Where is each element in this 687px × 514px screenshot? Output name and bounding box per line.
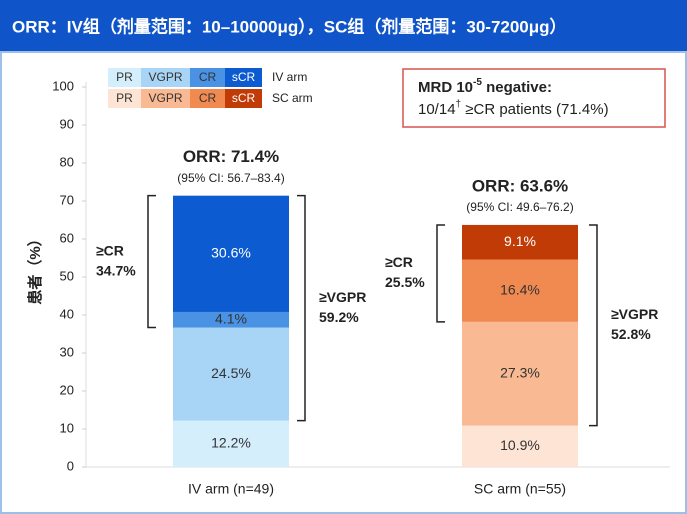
legend-swatch: [190, 68, 225, 87]
bracket: [436, 224, 445, 323]
cr-value: 25.5%: [385, 274, 425, 290]
vgpr-value: 52.8%: [611, 326, 651, 342]
mrd-sup: -5: [473, 77, 482, 88]
legend-swatch: [190, 89, 225, 108]
y-tick-label: 60: [60, 230, 74, 245]
bar-segment: [173, 311, 289, 328]
legend-label: PR: [116, 70, 133, 84]
cr-value: 34.7%: [96, 262, 136, 278]
bar-segment: [462, 321, 578, 426]
bracket: [297, 194, 306, 422]
mrd-line1: MRD 10-5 negative:: [418, 77, 552, 96]
bar-segment: [462, 224, 578, 260]
value-label: 30.6%: [211, 245, 251, 261]
y-tick-label: 100: [52, 78, 74, 93]
chart-title: ORR：IV组（剂量范围：10–10000μg），SC组（剂量范围：30-720…: [12, 16, 567, 36]
y-tick-label: 90: [60, 116, 74, 131]
cr-label: ≥CR: [385, 254, 413, 270]
value-label: 24.5%: [211, 365, 251, 381]
legend-label: VGPR: [148, 70, 182, 84]
mrd-text: 10/14: [418, 101, 456, 118]
legend-label: CR: [199, 70, 217, 84]
ci-label: (95% CI: 56.7–83.4): [177, 171, 284, 185]
vgpr-label: ≥VGPR: [319, 289, 366, 305]
legend-label: sCR: [232, 70, 256, 84]
x-tick-label: IV arm (n=49): [188, 481, 274, 497]
y-tick-label: 0: [67, 458, 74, 473]
frame: [0, 51, 687, 514]
legend-swatch: [225, 68, 262, 87]
legend-label: sCR: [232, 91, 256, 105]
y-tick-label: 70: [60, 192, 74, 207]
mrd-box: [402, 68, 666, 128]
legend-swatch: [141, 89, 190, 108]
legend-swatch: [141, 68, 190, 87]
mrd-text: negative:: [482, 79, 552, 96]
legend-label: PR: [116, 91, 133, 105]
y-axis-label: 患者（%）: [26, 231, 44, 304]
ci-label: (95% CI: 49.6–76.2): [466, 200, 573, 214]
mrd-text: MRD 10: [418, 79, 473, 96]
value-label: 4.1%: [215, 310, 247, 326]
value-label: 12.2%: [211, 435, 251, 451]
legend-swatch: [108, 89, 141, 108]
header-bar: [0, 0, 687, 52]
y-tick-label: 50: [60, 268, 74, 283]
cr-label: ≥CR: [96, 242, 124, 258]
value-label: 16.4%: [500, 281, 540, 297]
bar-segment: [173, 195, 289, 312]
legend-arm: IV arm: [272, 70, 307, 84]
y-tick-label: 30: [60, 344, 74, 359]
orr-label: ORR: 71.4%: [183, 147, 279, 166]
bracket: [589, 224, 598, 427]
y-tick-label: 40: [60, 306, 74, 321]
legend-label: VGPR: [148, 91, 182, 105]
vgpr-label: ≥VGPR: [611, 306, 658, 322]
x-tick-label: SC arm (n=55): [474, 481, 566, 497]
y-tick-label: 10: [60, 420, 74, 435]
bar-segment: [173, 327, 289, 421]
mrd-text: ≥CR patients (71.4%): [461, 101, 608, 118]
mrd-line2: 10/14† ≥CR patients (71.4%): [418, 99, 609, 118]
legend-swatch: [225, 89, 262, 108]
y-tick-label: 20: [60, 382, 74, 397]
legend-swatch: [108, 68, 141, 87]
value-label: 27.3%: [500, 364, 540, 380]
mrd-sup: †: [456, 99, 462, 110]
value-label: 9.1%: [504, 233, 536, 249]
y-tick-label: 80: [60, 154, 74, 169]
bracket: [147, 194, 156, 329]
bar-segment: [462, 259, 578, 322]
value-label: 10.9%: [500, 437, 540, 453]
bar-segment: [462, 425, 578, 467]
orr-label: ORR: 63.6%: [472, 176, 568, 195]
legend-label: CR: [199, 91, 217, 105]
vgpr-value: 59.2%: [319, 309, 359, 325]
legend-arm: SC arm: [272, 91, 313, 105]
bar-segment: [173, 420, 289, 467]
